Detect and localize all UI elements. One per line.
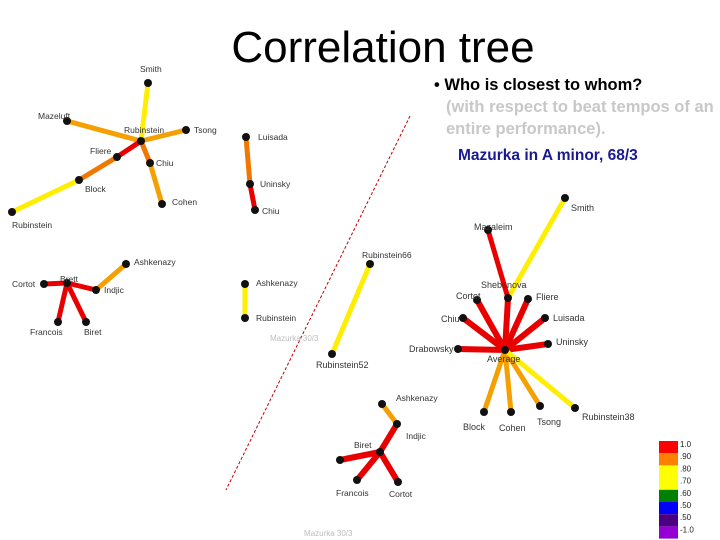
scale-swatch [659,441,678,454]
scale-label: .50 [680,501,692,510]
node-label: Fliere [536,292,559,302]
node-label: Uninsky [556,337,589,347]
scale-label: -1.0 [680,525,694,534]
node-label: Luisada [553,313,585,323]
scale-label: .50 [680,513,692,522]
faint-label: Mazurka 30/3 [304,529,353,538]
scale-label: 1.0 [680,440,692,449]
node-label: Rubinstein [256,313,296,323]
tree-bottom-labels: Ashkenazy Indjic Biret Francois Cortot [336,393,438,499]
node-label: Biret [84,327,102,337]
node-label: Indjic [104,285,125,295]
bullet-sub: (with respect to beat tempos of an entir… [446,98,714,138]
scale-swatch [659,477,678,490]
node-label: Block [85,184,107,194]
faint-label: Mazurka 30/3 [270,334,319,343]
tree-topleft-labels: Smith Mazeluft Rubinstein Tsong Fliere C… [12,64,291,230]
node-label: Smith [571,203,594,213]
node-label: Ashkenazy [134,257,176,267]
node-label: Francois [30,327,63,337]
color-scale: 1.0 .90 .80 .70 .60 .50 .50 -1.0 [659,440,694,539]
node-label: Fliere [90,146,112,156]
scale-label: .80 [680,464,692,473]
piece-label: Mazurka in A minor, 68/3 [458,147,638,164]
node-label: Mazeluft [38,111,71,121]
node-label: Biret [354,440,372,450]
node-label: Chiu [156,158,174,168]
divider-line [225,115,411,491]
node-label: Luisada [258,132,288,142]
node-label: Uninsky [260,179,291,189]
scale-swatch [659,465,678,478]
node-label: Cohen [172,197,197,207]
scale-swatch [659,526,678,539]
node-label: Rubinstein [124,125,164,135]
slide-title: Correlation tree [231,23,535,72]
scale-label: .70 [680,477,692,486]
node-label: Francois [336,488,369,498]
scale-label: .90 [680,452,692,461]
node-label: Rubinstein38 [582,412,635,422]
node-label: Brett [60,274,79,284]
node-label: Cortot [12,279,36,289]
node-label: Average [487,354,520,364]
node-label: Ashkenazy [256,278,298,288]
node-label: Block [463,422,486,432]
node-label: Tsong [537,417,561,427]
tree-main [454,194,579,416]
node-label: Drabowsky [409,344,454,354]
node-label: Chiu [441,314,460,324]
scale-swatch [659,502,678,515]
bullet-block: • Who is closest to whom? (with respect … [434,74,719,140]
tree-main-labels: Smith Mazaleim Rubinstein52 Shebanova Co… [316,203,635,433]
scale-swatch [659,453,678,466]
node-label: Mazaleim [474,222,513,232]
scale-label: .60 [680,489,692,498]
tree-bottom [336,400,402,486]
node-label: Cohen [499,423,526,433]
node-label: Chiu [262,206,280,216]
scale-swatch [659,514,678,527]
tree-midleft [40,260,374,358]
node-label: Cortot [456,291,481,301]
tree-midleft-labels: Ashkenazy Cortot Brett Indjic Francois B… [12,250,412,337]
tree-topleft [8,79,259,216]
bullet-main: • Who is closest to whom? [434,76,643,94]
node-label: Tsong [194,125,217,135]
scale-swatch [659,489,678,502]
node-label: Ashkenazy [396,393,438,403]
node-label: Smith [140,64,162,74]
node-label: Shebanova [481,280,527,290]
node-label: Indjic [406,431,427,441]
node-label: Rubinstein [12,220,52,230]
node-label: Rubinstein66 [362,250,412,260]
node-label: Cortot [389,489,413,499]
node-label: Rubinstein52 [316,360,369,370]
